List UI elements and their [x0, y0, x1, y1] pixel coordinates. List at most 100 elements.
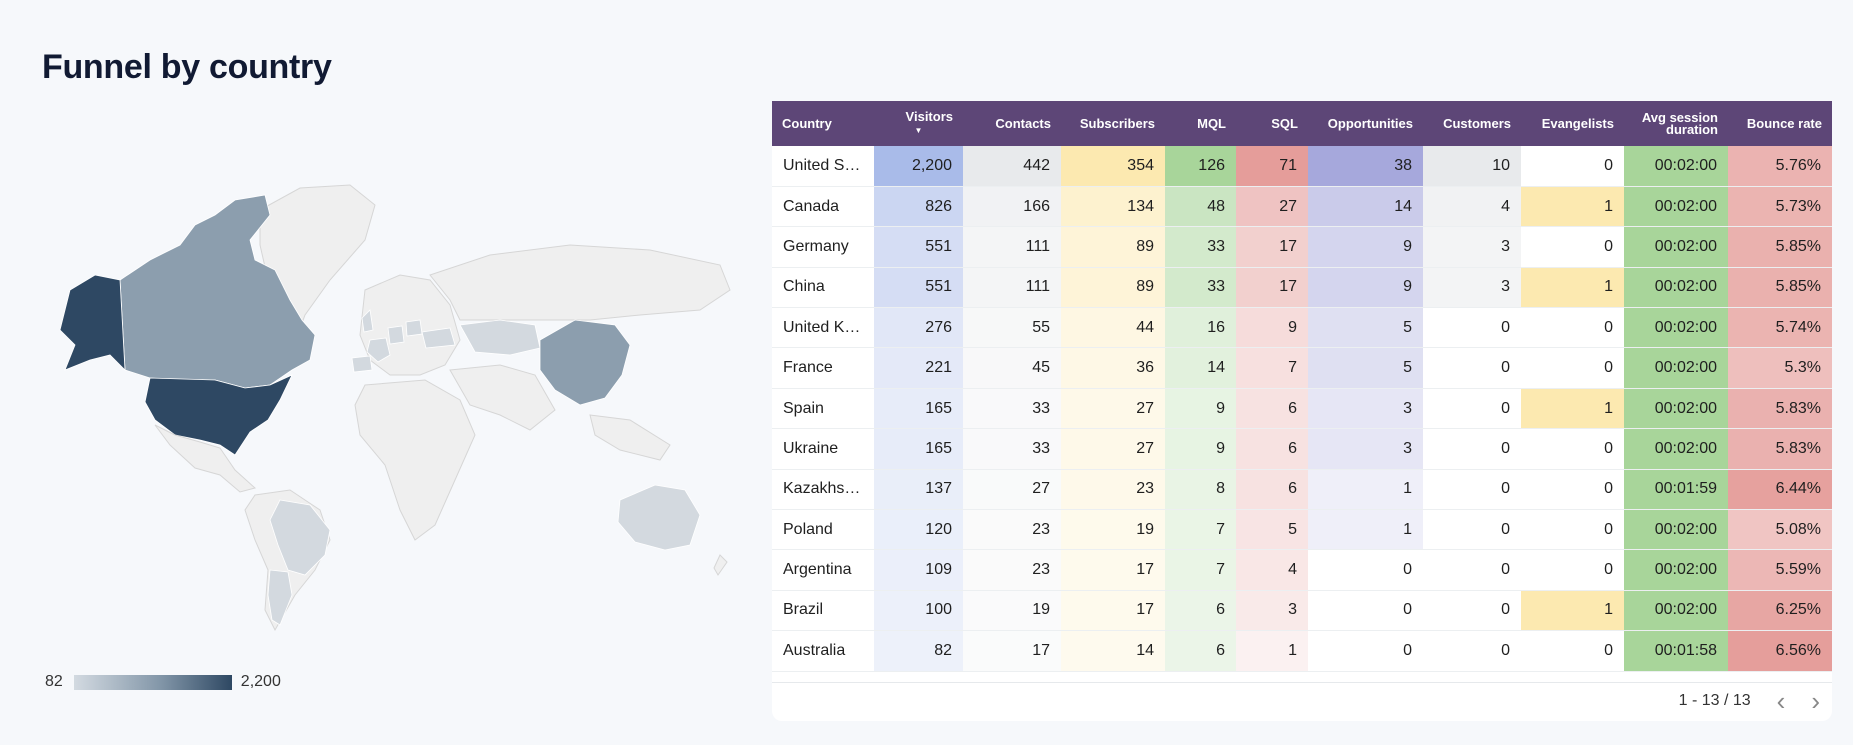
- country-cell: Kazakhs…: [783, 480, 861, 498]
- sort-descending-icon[interactable]: ▼: [914, 125, 923, 135]
- table-cell: 126: [1165, 146, 1236, 187]
- column-header[interactable]: Evangelists: [1521, 101, 1624, 146]
- column-header[interactable]: Visitors ▼: [874, 101, 963, 146]
- table-cell: 8: [1165, 469, 1236, 510]
- table-row[interactable]: Ukraine 165 33 27 9 6 3 0 0 00:02:00 5.83%: [772, 428, 1832, 470]
- country-cell: Brazil: [783, 601, 824, 619]
- map-country-usa-alaska[interactable]: [59, 274, 126, 372]
- table-cell: 0: [1604, 439, 1613, 457]
- table-row[interactable]: Brazil 100 19 17 6 3 0 0 1 00:02:00 6.25%: [772, 590, 1832, 631]
- column-header[interactable]: Bounce rate: [1728, 101, 1832, 146]
- column-header-label: Avg session duration: [1641, 109, 1718, 137]
- column-header[interactable]: Opportunities: [1308, 101, 1423, 146]
- map-country-china[interactable]: [539, 319, 631, 406]
- map-country-brazil[interactable]: [269, 499, 331, 576]
- table-cell: 27: [1061, 388, 1165, 429]
- table-cell: 137: [874, 469, 963, 510]
- map-country-kazakhstan[interactable]: [459, 319, 541, 356]
- country-cell: United St…: [783, 156, 865, 174]
- column-header[interactable]: Country: [772, 101, 874, 146]
- table-cell: 165: [874, 388, 963, 429]
- column-header-label: Subscribers: [1079, 115, 1155, 131]
- table-row[interactable]: United Ki… 276 55 44 16 9 5 0 0 00:02:00 5.74%: [772, 307, 1832, 348]
- table-header-row: Country Visitors ▼ Contacts Subscribers MQL SQ…: [772, 101, 1832, 146]
- table-row[interactable]: Kazakhs… 137 27 23 8 6 1 0 0 00:01:59 6.44%: [772, 469, 1832, 510]
- table-cell: 9: [1165, 388, 1236, 429]
- table-row[interactable]: China 551 111 89 33 17 9 3 1 00:02:00 5.85%: [772, 267, 1832, 308]
- table-cell: 3: [1423, 267, 1521, 308]
- choropleth-map[interactable]: [30, 170, 750, 640]
- table-row[interactable]: Australia 82 17 14 6 1 0 0 0 00:01:58 6.56%: [772, 630, 1832, 672]
- table-cell: 0: [1604, 318, 1613, 336]
- country-cell: Spain: [783, 399, 824, 417]
- table-cell: 111: [963, 226, 1061, 268]
- column-header[interactable]: Contacts: [963, 101, 1061, 146]
- country-cell: Poland: [783, 520, 833, 538]
- map-country-uk[interactable]: [361, 309, 374, 333]
- world-map[interactable]: [30, 170, 750, 640]
- pagination: 1 - 13 / 13 ‹ ›: [1678, 686, 1820, 716]
- table-cell: 00:02:00: [1624, 267, 1728, 308]
- table-cell: 276: [874, 307, 963, 348]
- country-cell: Ukraine: [783, 439, 839, 457]
- map-country-poland[interactable]: [405, 319, 423, 337]
- table-cell: 71: [1236, 146, 1308, 187]
- table-cell: 7: [1165, 509, 1236, 550]
- column-header[interactable]: MQL: [1165, 101, 1236, 146]
- map-region-se-asia[interactable]: [589, 414, 671, 461]
- table-cell: 6: [1165, 630, 1236, 672]
- table-cell: 0: [1604, 520, 1613, 538]
- table-row[interactable]: Germany 551 111 89 33 17 9 3 0 00:02:00 5.85%: [772, 226, 1832, 268]
- table-cell: 00:01:58: [1624, 630, 1728, 672]
- column-header-label: Visitors: [905, 108, 953, 124]
- table-cell: 5: [1236, 509, 1308, 550]
- table-cell: 00:02:00: [1624, 226, 1728, 268]
- table-cell: 165: [874, 428, 963, 470]
- table-row[interactable]: France 221 45 36 14 7 5 0 0 00:02:00 5.3%: [772, 347, 1832, 389]
- map-country-new-zealand[interactable]: [713, 554, 728, 576]
- chevron-right-icon[interactable]: ›: [1811, 686, 1820, 716]
- legend-max: 2,200: [240, 673, 281, 690]
- column-header-label: Bounce rate: [1746, 115, 1822, 131]
- table-cell: 14: [1308, 186, 1423, 227]
- table-cell: 442: [963, 146, 1061, 187]
- table-cell: 2,200: [874, 146, 963, 187]
- column-header[interactable]: Avg session duration: [1624, 101, 1728, 146]
- map-country-ukraine[interactable]: [421, 327, 456, 349]
- table-cell: 00:02:00: [1624, 509, 1728, 550]
- table-cell: 23: [963, 509, 1061, 550]
- table-cell: 6.25%: [1728, 590, 1832, 631]
- map-country-mexico[interactable]: [154, 424, 257, 493]
- table-cell: 19: [1061, 509, 1165, 550]
- table-cell: 14: [1165, 347, 1236, 389]
- table-cell: 0: [1604, 641, 1613, 659]
- table-row[interactable]: Argentina 109 23 17 7 4 0 0 0 00:02:00 5.59%: [772, 549, 1832, 591]
- column-header-label: Customers: [1443, 115, 1511, 131]
- table-cell: 1: [1521, 267, 1624, 308]
- table-cell: 0: [1501, 601, 1510, 619]
- table-cell: 354: [1061, 146, 1165, 187]
- table-cell: 89: [1061, 226, 1165, 268]
- map-region-africa[interactable]: [354, 379, 476, 541]
- column-header[interactable]: Subscribers: [1061, 101, 1165, 146]
- map-country-germany[interactable]: [387, 325, 405, 345]
- table-row[interactable]: Spain 165 33 27 9 6 3 0 1 00:02:00 5.83%: [772, 388, 1832, 429]
- map-country-usa[interactable]: [144, 374, 293, 456]
- map-country-australia[interactable]: [617, 484, 701, 551]
- map-region-middle-east[interactable]: [449, 364, 556, 431]
- column-header[interactable]: Customers: [1423, 101, 1521, 146]
- table-cell: 00:02:00: [1624, 347, 1728, 389]
- map-region-russia[interactable]: [429, 244, 731, 321]
- table-cell: 9: [1308, 267, 1423, 308]
- map-country-france[interactable]: [366, 337, 391, 363]
- chevron-left-icon[interactable]: ‹: [1776, 686, 1786, 716]
- table-row[interactable]: Poland 120 23 19 7 5 1 0 0 00:02:00 5.08%: [772, 509, 1832, 550]
- pagination-range: 1 - 13 / 13: [1678, 692, 1751, 709]
- table-row[interactable]: United St… 2,200 442 354 126 71 38 10 0 00:02:00 5…: [772, 146, 1832, 187]
- map-country-argentina[interactable]: [267, 569, 293, 626]
- column-header[interactable]: SQL: [1236, 101, 1308, 146]
- table-cell: 9: [1236, 307, 1308, 348]
- table-cell: 1: [1521, 186, 1624, 227]
- table-row[interactable]: Canada 826 166 134 48 27 14 4 1 00:02:00 5.73%: [772, 186, 1832, 227]
- map-country-spain[interactable]: [351, 355, 373, 373]
